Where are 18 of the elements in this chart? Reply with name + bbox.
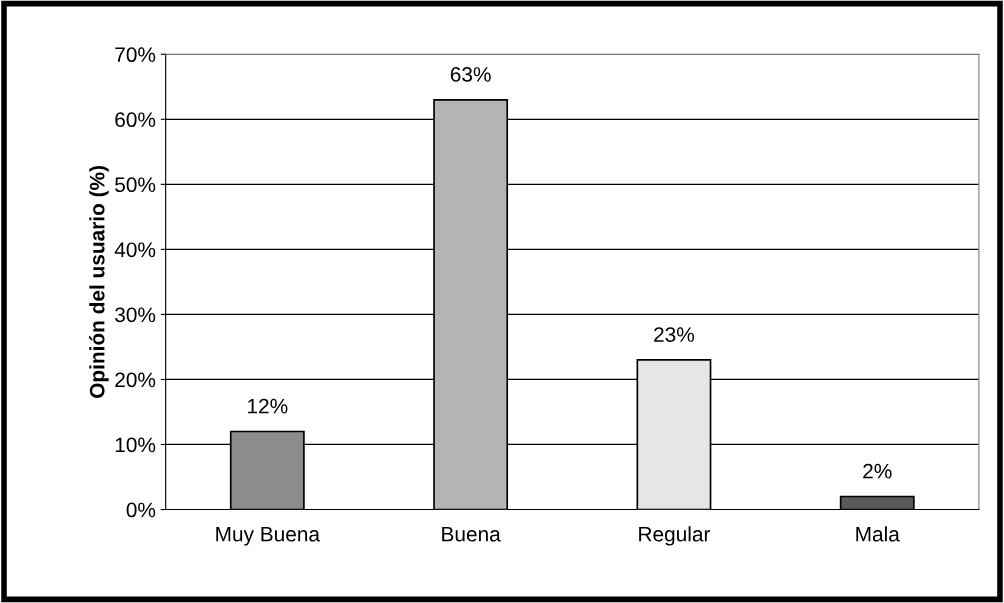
y-tick-label: 0% [126, 502, 156, 518]
bar [839, 495, 915, 510]
y-axis-title: Opinión del usuario (%) [89, 166, 109, 398]
data-label: 2% [863, 463, 892, 479]
y-tick-label: 30% [115, 307, 156, 323]
x-tick-label: Regular [639, 526, 711, 546]
x-tick-label: Mala [856, 526, 900, 542]
y-tick-label: 40% [114, 242, 156, 258]
x-tick-label: Muy Buena [216, 526, 321, 546]
y-tick-label: 60% [115, 112, 156, 128]
data-label: 12% [248, 398, 288, 414]
y-tick-label: 50% [115, 177, 156, 193]
data-label: 23% [654, 327, 695, 342]
data-label: 63% [450, 67, 491, 82]
y-tick-label: 20% [115, 372, 156, 388]
x-tick-label: Buena [442, 526, 501, 542]
y-tick-label: 10% [115, 437, 156, 453]
y-tick-label: 70% [115, 47, 156, 63]
